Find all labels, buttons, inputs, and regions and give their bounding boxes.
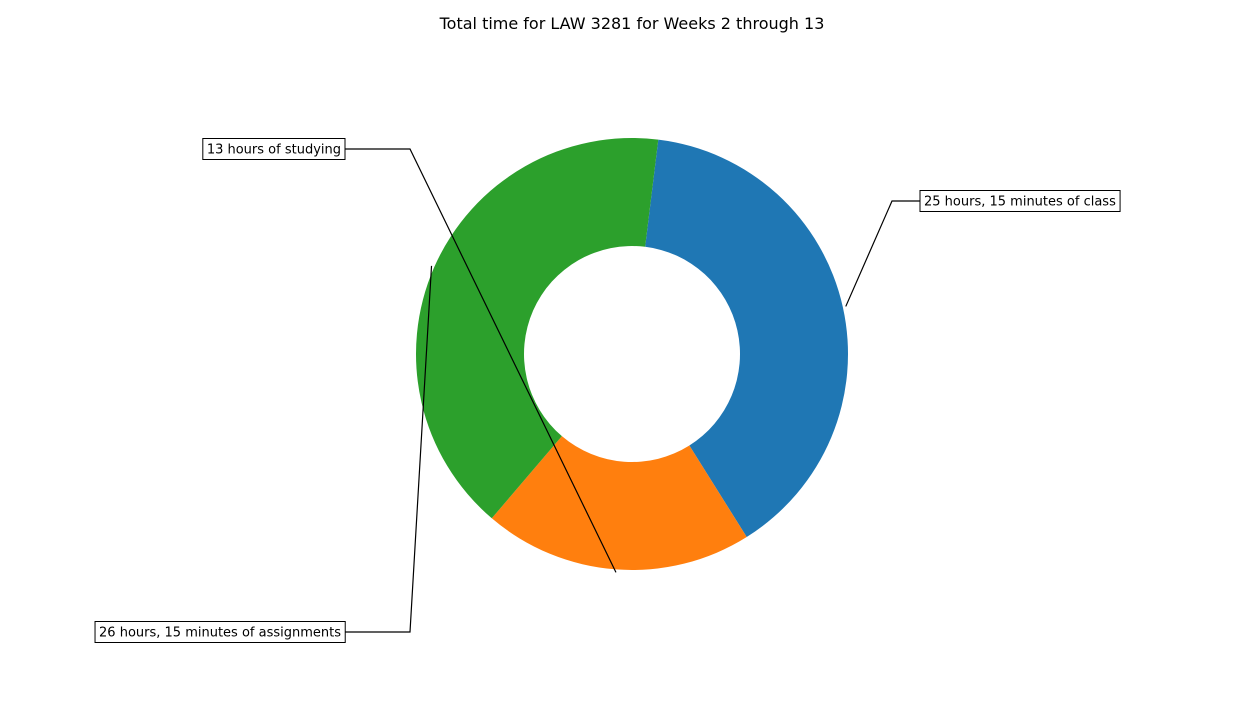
donut-slice-1	[645, 139, 849, 538]
leader-line-3	[345, 265, 433, 633]
slice-labels: 25 hours, 15 minutes of class 13 hours of…	[94, 138, 1121, 643]
donut-slices	[416, 138, 849, 571]
slice-label-1: 25 hours, 15 minutes of class	[924, 195, 1116, 210]
leader-line-2	[345, 148, 617, 573]
donut-slice-2	[491, 436, 747, 571]
slice-label-3: 26 hours, 15 minutes of assignments	[99, 626, 341, 641]
donut-slice-3	[416, 138, 659, 519]
leader-line-1	[845, 200, 920, 307]
slice-label-2: 13 hours of studying	[207, 143, 341, 158]
slice-label-box-1	[919, 190, 1121, 212]
slice-label-box-3	[94, 621, 346, 643]
slice-label-box-2	[202, 138, 346, 160]
chart-title: Total time for LAW 3281 for Weeks 2 thro…	[439, 14, 825, 33]
